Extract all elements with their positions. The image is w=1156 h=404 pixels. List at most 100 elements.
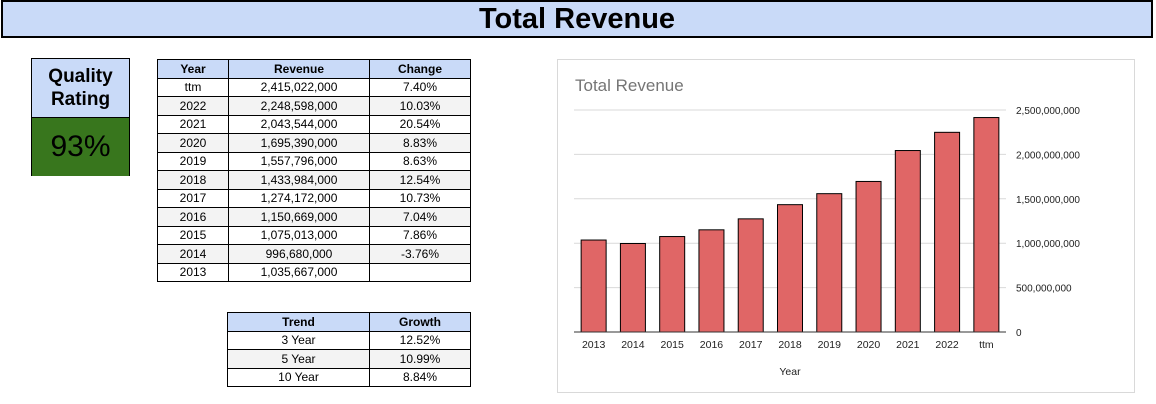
- quality-rating-value: 93%: [32, 118, 129, 176]
- year-cell: 2018: [157, 170, 229, 190]
- change-cell: 8.83%: [369, 133, 471, 153]
- change-cell: 8.63%: [369, 151, 471, 171]
- revenue-cell: 1,433,984,000: [228, 170, 370, 190]
- change-cell: 10.03%: [369, 96, 471, 116]
- revenue-cell: 2,415,022,000: [228, 77, 370, 97]
- x-tick-label: 2013: [582, 339, 606, 351]
- change-cell: 20.54%: [369, 114, 471, 134]
- revenue-cell: 1,557,796,000: [228, 151, 370, 171]
- header-growth: Growth: [369, 312, 471, 332]
- trend-cell: 3 Year: [227, 330, 370, 350]
- revenue-cell: 1,150,669,000: [228, 207, 370, 227]
- quality-rating-box: Quality Rating 93%: [31, 58, 130, 176]
- page-title: Total Revenue: [1, 0, 1153, 38]
- table-row: 2016 1,150,669,000 7.04%: [157, 207, 471, 227]
- y-tick-label: 0: [1016, 328, 1022, 339]
- year-cell: 2022: [157, 96, 229, 116]
- year-cell: 2016: [157, 207, 229, 227]
- x-tick-label: 2015: [661, 339, 685, 351]
- bar: [777, 204, 803, 333]
- bar: [973, 117, 1000, 333]
- quality-label-line2: Rating: [50, 89, 111, 110]
- table-row: 3 Year 12.52%: [227, 330, 471, 350]
- x-tick-label: 2022: [935, 339, 959, 351]
- trend-cell: 5 Year: [227, 349, 370, 369]
- revenue-chart-svg: 0 500,000,000 1,000,000,000 1,500,000,000 2,…: [574, 106, 1080, 378]
- year-cell: 2021: [157, 114, 229, 134]
- table-row: 2021 2,043,544,000 20.54%: [157, 114, 471, 134]
- year-cell: 2017: [157, 188, 229, 208]
- bar: [816, 193, 843, 333]
- header-change: Change: [369, 59, 471, 79]
- y-tick-label: 2,500,000,000: [1016, 106, 1080, 117]
- x-tick-label: 2017: [739, 339, 763, 351]
- quality-label-line1: Quality: [48, 66, 113, 87]
- bar: [855, 180, 882, 333]
- change-cell: 7.40%: [369, 77, 471, 97]
- table-row: 2014 996,680,000 -3.76%: [157, 244, 471, 264]
- table-row: 10 Year 8.84%: [227, 367, 471, 387]
- x-tick-label: 2020: [857, 339, 881, 351]
- table-row: 2019 1,557,796,000 8.63%: [157, 151, 471, 171]
- year-cell: 2013: [157, 262, 229, 282]
- change-cell: 10.73%: [369, 188, 471, 208]
- table-row: 2017 1,274,172,000 10.73%: [157, 188, 471, 208]
- growth-cell: 12.52%: [369, 330, 471, 350]
- revenue-table-header: Year Revenue Change: [157, 59, 471, 79]
- bar: [737, 218, 764, 333]
- x-tick-label: 2014: [621, 339, 645, 351]
- table-row: 2020 1,695,390,000 8.83%: [157, 133, 471, 153]
- x-tick-label: 2016: [700, 339, 724, 351]
- change-cell: 7.86%: [369, 225, 471, 245]
- trend-table: Trend Growth 3 Year 12.52% 5 Year 10.99%…: [227, 312, 471, 387]
- bar: [698, 229, 725, 333]
- growth-cell: 10.99%: [369, 349, 471, 369]
- table-row: 2018 1,433,984,000 12.54%: [157, 170, 471, 190]
- table-row: 2013 1,035,667,000: [157, 262, 471, 282]
- quality-rating-label: Quality Rating: [32, 59, 129, 118]
- chart-title: Total Revenue: [575, 76, 684, 95]
- revenue-table: Year Revenue Change ttm 2,415,022,000 7.…: [157, 59, 471, 282]
- year-cell: 2020: [157, 133, 229, 153]
- table-row: ttm 2,415,022,000 7.40%: [157, 77, 471, 97]
- table-row: 2015 1,075,013,000 7.86%: [157, 225, 471, 245]
- x-tick-label: 2021: [896, 339, 920, 351]
- revenue-cell: 996,680,000: [228, 244, 370, 264]
- header-trend: Trend: [227, 312, 370, 332]
- trend-cell: 10 Year: [227, 367, 370, 387]
- header-revenue: Revenue: [228, 59, 370, 79]
- year-cell: 2019: [157, 151, 229, 171]
- change-cell: 12.54%: [369, 170, 471, 190]
- y-tick-label: 2,000,000,000: [1016, 150, 1080, 161]
- x-tick-label: 2019: [818, 339, 842, 351]
- year-cell: 2014: [157, 244, 229, 264]
- bar: [580, 239, 607, 333]
- trend-table-header: Trend Growth: [227, 312, 471, 332]
- revenue-chart: Total Revenue 0 500,000,000 1,000,000,000 1…: [557, 59, 1135, 393]
- table-row: 2022 2,248,598,000 10.03%: [157, 96, 471, 116]
- bar: [934, 131, 961, 333]
- year-cell: ttm: [157, 77, 229, 97]
- bar: [619, 242, 646, 333]
- change-cell: 7.04%: [369, 207, 471, 227]
- y-tick-label: 1,000,000,000: [1016, 239, 1080, 250]
- x-axis-title: Year: [779, 366, 801, 378]
- bar: [894, 150, 921, 333]
- revenue-cell: 1,695,390,000: [228, 133, 370, 153]
- growth-cell: 8.84%: [369, 367, 471, 387]
- revenue-cell: 2,043,544,000: [228, 114, 370, 134]
- y-tick-label: 1,500,000,000: [1016, 195, 1080, 206]
- revenue-cell: 2,248,598,000: [228, 96, 370, 116]
- table-row: 5 Year 10.99%: [227, 349, 471, 369]
- revenue-cell: 1,035,667,000: [228, 262, 370, 282]
- bar: [659, 236, 686, 333]
- year-cell: 2015: [157, 225, 229, 245]
- y-tick-label: 500,000,000: [1016, 284, 1072, 295]
- change-cell: -3.76%: [369, 244, 471, 264]
- revenue-cell: 1,075,013,000: [228, 225, 370, 245]
- revenue-cell: 1,274,172,000: [228, 188, 370, 208]
- x-tick-label: 2018: [778, 339, 802, 351]
- header-year: Year: [157, 59, 229, 79]
- change-cell: [369, 262, 471, 282]
- x-tick-label: ttm: [979, 339, 994, 351]
